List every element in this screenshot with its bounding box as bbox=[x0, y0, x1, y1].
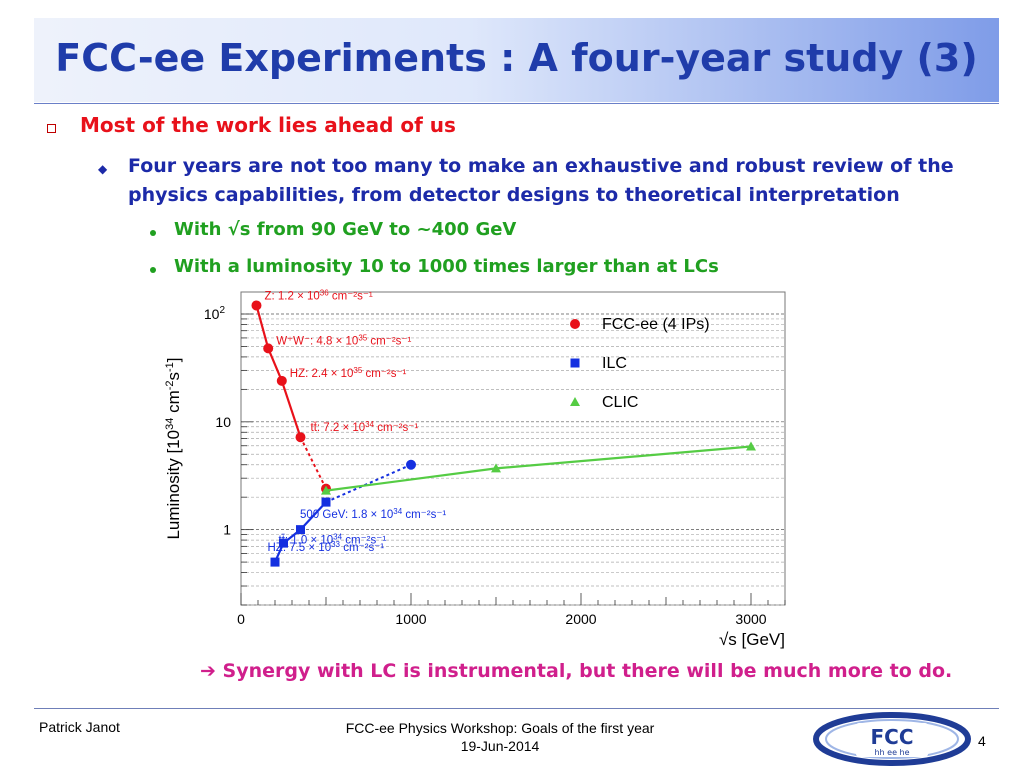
data-point-circle bbox=[251, 300, 262, 311]
data-point-square bbox=[279, 538, 288, 548]
data-annotation: HZ: 7.5 × 1033 cm⁻²s⁻¹ bbox=[268, 540, 385, 555]
x-tick-label: 3000 bbox=[735, 611, 766, 627]
legend-label: ILC bbox=[602, 355, 627, 372]
x-tick-label: 0 bbox=[237, 611, 245, 627]
data-annotation: HZ: 2.4 × 1035 cm⁻²s⁻¹ bbox=[290, 365, 407, 380]
legend-label: CLIC bbox=[602, 394, 638, 411]
diamond-bullet-icon: ◆ bbox=[98, 162, 108, 176]
title-band: FCC-ee Experiments : A four-year study (… bbox=[34, 18, 999, 102]
fcc-logo: FCC hh ee he bbox=[813, 712, 971, 766]
page-number: 4 bbox=[978, 733, 986, 749]
x-axis-title: √s [GeV] bbox=[719, 630, 785, 649]
x-tick-label: 1000 bbox=[395, 611, 426, 627]
data-annotation: Z: 1.2 × 1036 cm⁻²s⁻¹ bbox=[264, 288, 372, 302]
legend-marker-triangle bbox=[570, 397, 580, 406]
y-tick-label: 1 bbox=[223, 522, 231, 538]
data-point-square bbox=[321, 497, 331, 507]
dot-bullet-icon bbox=[150, 267, 156, 273]
data-annotation: tt̄: 7.2 × 1034 cm⁻²s⁻¹ bbox=[311, 420, 419, 435]
data-point-square bbox=[406, 459, 416, 470]
data-point-circle bbox=[295, 432, 306, 443]
data-point-square bbox=[270, 557, 280, 567]
bullet-level3-energy: With √s from 90 GeV to ~400 GeV bbox=[174, 219, 517, 240]
footer-divider bbox=[34, 708, 999, 709]
data-point-square bbox=[296, 525, 305, 535]
footer-author: Patrick Janot bbox=[39, 719, 120, 735]
bullet-level3-luminosity: With a luminosity 10 to 1000 times large… bbox=[174, 256, 719, 277]
y-axis-title: Luminosity [1034 cm-2s-1] bbox=[164, 357, 183, 539]
right-arrow-icon: ➔ bbox=[200, 660, 216, 682]
conclusion-label: Synergy with LC is instrumental, but the… bbox=[222, 660, 953, 682]
series-line-triangle bbox=[325, 467, 497, 492]
logo-text-bottom: hh ee he bbox=[874, 748, 909, 757]
x-tick-label: 2000 bbox=[565, 611, 596, 627]
data-point-circle bbox=[276, 375, 287, 386]
footer-center: FCC-ee Physics Workshop: Goals of the fi… bbox=[300, 719, 700, 755]
legend-marker-circle bbox=[570, 319, 580, 329]
footer-date: 19-Jun-2014 bbox=[460, 738, 540, 754]
y-tick-label: 10 bbox=[215, 414, 231, 430]
data-annotation: W⁺W⁻: 4.8 × 1035 cm⁻²s⁻¹ bbox=[276, 333, 411, 348]
series-line-circle bbox=[267, 347, 283, 382]
data-point-triangle bbox=[491, 463, 501, 473]
bullet-level1: Most of the work lies ahead of us bbox=[80, 113, 456, 137]
luminosity-chart: 1 10 102 0 1000 2000 3000 √s [GeV] Luminosity [1… bbox=[164, 288, 786, 649]
series-line-circle bbox=[280, 380, 302, 438]
legend-label: FCC-ee (4 IPs) bbox=[602, 316, 710, 333]
series-line-triangle bbox=[495, 445, 752, 470]
slide-title: FCC-ee Experiments : A four-year study (… bbox=[55, 36, 978, 80]
bullet-level2: Four years are not too many to make an e… bbox=[128, 155, 954, 206]
data-annotation: 500 GeV: 1.8 × 1034 cm⁻²s⁻¹ bbox=[300, 507, 446, 522]
data-point-circle bbox=[263, 343, 274, 354]
square-bullet-icon bbox=[47, 124, 56, 133]
data-annotation: tt̄: 1.0 × 1034 cm⁻²s⁻¹ bbox=[279, 532, 387, 547]
logo-text-top: FCC bbox=[870, 725, 913, 749]
plot-frame bbox=[240, 291, 786, 606]
footer-event: FCC-ee Physics Workshop: Goals of the fi… bbox=[345, 720, 655, 736]
legend-marker-square bbox=[570, 358, 580, 368]
series-line-circle bbox=[255, 305, 270, 349]
y-tick-label: 102 bbox=[204, 305, 226, 322]
dot-bullet-icon bbox=[150, 230, 156, 236]
data-point-triangle bbox=[321, 485, 331, 495]
title-divider bbox=[34, 103, 999, 104]
series-line-square bbox=[299, 501, 327, 531]
conclusion-text: ➔ Synergy with LC is instrumental, but t… bbox=[200, 660, 952, 682]
data-point-triangle bbox=[746, 441, 756, 451]
